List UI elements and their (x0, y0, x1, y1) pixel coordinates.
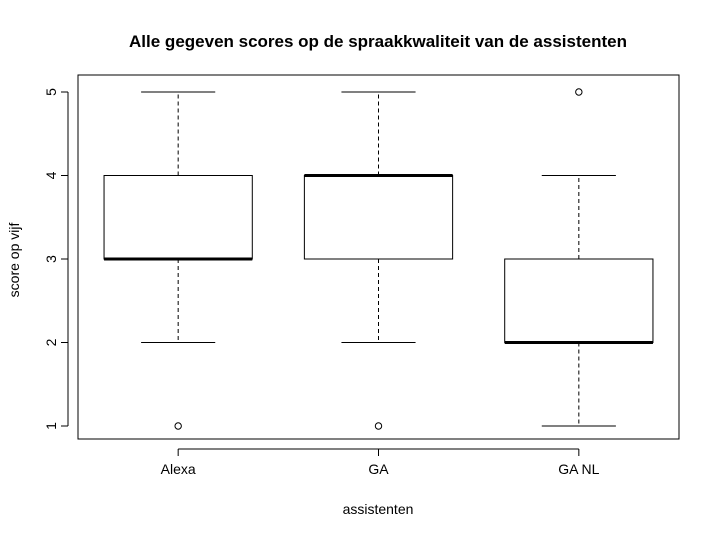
y-axis: 1 2 3 4 5 (43, 88, 69, 430)
boxes-group (103, 88, 654, 430)
outlier-point (174, 422, 182, 430)
y-tick-label: 4 (43, 171, 59, 179)
outlier-point (374, 422, 383, 430)
iqr-box (303, 175, 454, 260)
x-tick-label: GA (368, 461, 389, 477)
y-tick-label: 3 (43, 255, 59, 263)
outlier-point (575, 88, 583, 96)
box-alexa (103, 91, 253, 430)
box-ga (303, 91, 454, 430)
y-tick-label: 1 (43, 422, 59, 430)
x-tick-label: Alexa (161, 461, 196, 477)
chart-title: Alle gegeven scores op de spraakkwalitei… (129, 32, 627, 51)
x-tick-label: GA NL (558, 461, 599, 477)
y-tick-label: 5 (43, 88, 59, 96)
y-axis-label: score op vijf (6, 223, 22, 298)
plot-frame (77, 74, 680, 440)
x-axis-label: assistenten (343, 501, 414, 517)
y-tick-label: 2 (43, 338, 59, 346)
iqr-box (103, 175, 253, 260)
iqr-box (504, 258, 654, 343)
x-axis: Alexa GA GA NL (161, 448, 600, 477)
box-ga-nl (504, 88, 654, 427)
